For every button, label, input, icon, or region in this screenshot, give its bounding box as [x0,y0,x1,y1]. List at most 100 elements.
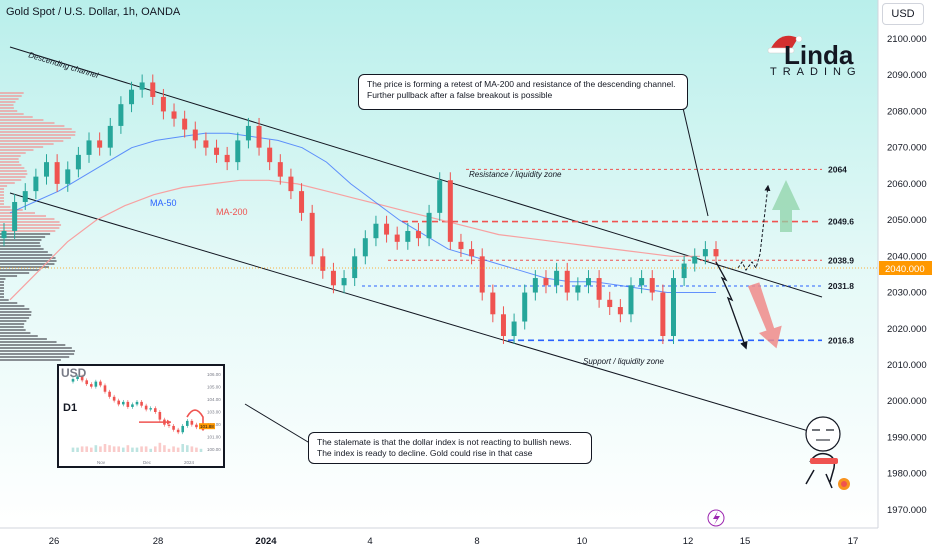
time-axis[interactable]: 26 28 2024 4 8 10 12 15 17 [49,536,859,547]
volume-profile-bar [0,356,70,358]
candle-body [362,238,368,257]
volume-profile-bar [0,341,57,343]
volume-profile-bar [0,302,18,304]
volume-profile-bar [0,95,22,97]
volume-profile-bar [0,320,27,322]
inset-candle-body [158,412,162,420]
volume-profile-bar [0,119,44,121]
volume-profile-bar [0,275,18,277]
volume-profile-bar [0,239,42,241]
inset-y-tick-label: 103.00 [207,410,221,415]
currency-button[interactable]: USD [882,3,924,25]
inset-candle-body [80,376,84,381]
volume-profile-bar [0,143,54,145]
volume-profile-bar [0,203,4,205]
volume-profile-bar [0,113,24,115]
inset-volume-bar [190,446,194,452]
candle-body [702,249,708,257]
last-price-tag [879,261,932,275]
y-tick-label: 2080.000 [887,106,927,117]
forecast-drop-path [715,261,748,350]
candle-body [681,263,687,279]
inset-candle-body [89,384,93,387]
volume-profile-bar [0,236,46,238]
volume-profile-bar [0,260,57,262]
brand-logo: Linda TRADING [762,35,858,82]
volume-profile-bar [0,263,55,265]
level-label: 2031.8 [828,281,854,291]
inset-candle-body [71,379,75,382]
inset-candle-body [153,408,157,412]
volume-profile-bar [0,359,61,361]
volume-profile-bar [0,245,41,247]
inset-volume-bar [80,446,84,452]
volume-profile-bar [0,140,64,142]
inset-y-tick-label: 104.00 [207,397,221,402]
volume-profile-bar [0,194,4,196]
volume-profile-bar [0,257,56,259]
candle-body [224,154,230,163]
inset-candle-body [76,376,79,380]
volume-profile-bar [0,152,26,154]
candle-body [22,191,28,202]
candle-body [415,230,421,239]
inset-candle-body [185,420,189,426]
inset-y-tick-label: 106.00 [207,372,221,377]
analysis-note-top: The price is forming a retest of MA-200 … [358,74,688,110]
volume-profile-bar [0,164,22,166]
candle-body [44,162,50,177]
y-tick-label: 2020.000 [887,324,927,335]
candle-body [511,321,517,337]
volume-profile-bar [0,197,4,199]
inset-candle-body [176,429,180,433]
lightning-icon[interactable] [707,509,725,527]
logo-subtitle: TRADING [770,66,862,78]
candle-body [299,191,305,213]
x-tick-label: 12 [683,536,694,547]
candle-body [405,230,411,242]
candles [1,74,719,344]
candle-body [660,292,666,337]
note2-pointer [244,403,319,449]
inset-volume-bar [172,446,175,452]
volume-profile-bar [0,305,25,307]
candle-body [139,82,145,90]
volume-profile-bar [0,116,33,118]
inset-volume-bar [185,445,189,452]
inset-volume-bar [108,445,111,452]
candle-body [320,256,326,271]
level-label: 2016.8 [828,335,854,345]
y-tick-label: 2050.000 [887,215,927,226]
volume-profile-bar [0,146,44,148]
inset-price-chart: 106.00105.00104.00103.00102.00101.00100.… [59,366,223,466]
chart-title: Gold Spot / U.S. Dollar, 1h, OANDA [6,6,181,18]
volume-profile-bar [0,332,31,334]
dxy-inset-chart: 106.00105.00104.00103.00102.00101.00100.… [57,364,225,468]
volume-profile-bar [0,323,25,325]
inset-volume-bar [126,445,130,452]
candle-body [554,270,560,286]
inset-red-arrow-head [167,419,171,425]
inset-volume-bar [158,442,162,452]
candle-body [75,154,81,170]
candle-body [532,278,538,293]
resistance-zone-label: Resistance / liquidity zone [469,170,562,179]
volume-profile-bar [0,227,60,229]
candle-body [564,270,570,293]
candle-body [543,278,549,286]
x-tick-label: 26 [49,536,60,547]
price-axis[interactable]: 1970.000 1980.000 1990.000 2000.000 2010.000… [887,34,927,516]
candle-body [309,212,315,257]
candle-body [617,307,623,315]
candle-body [171,111,177,119]
volume-profile-bar [0,317,30,319]
inset-timeframe: D1 [63,402,78,414]
volume-profile-bar [0,311,32,313]
inset-candle-body [85,380,89,385]
candle-body [245,125,251,141]
volume-profile-bar [0,188,4,190]
bearish-arrow [747,282,782,349]
level-label: 2064 [828,164,847,174]
level-label: 2038.9 [828,255,854,265]
inset-volume-bar [131,447,134,452]
